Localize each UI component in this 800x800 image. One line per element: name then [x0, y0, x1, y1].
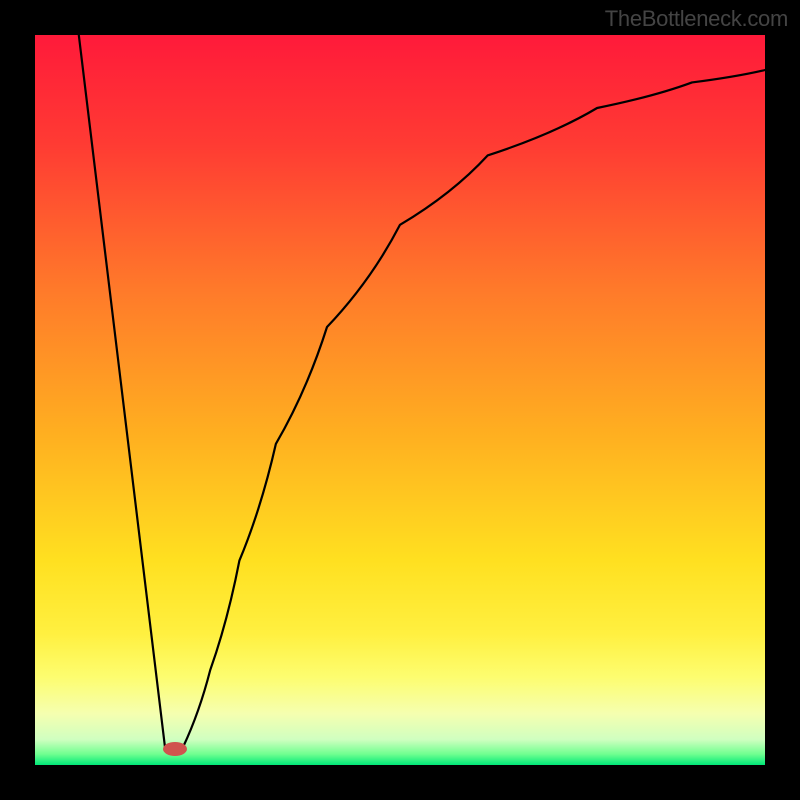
bottleneck-curve	[35, 35, 765, 765]
watermark-text: TheBottleneck.com	[605, 6, 788, 32]
plot-area	[35, 35, 765, 765]
curve-minimum-marker	[163, 742, 187, 756]
chart-frame: TheBottleneck.com	[0, 0, 800, 800]
